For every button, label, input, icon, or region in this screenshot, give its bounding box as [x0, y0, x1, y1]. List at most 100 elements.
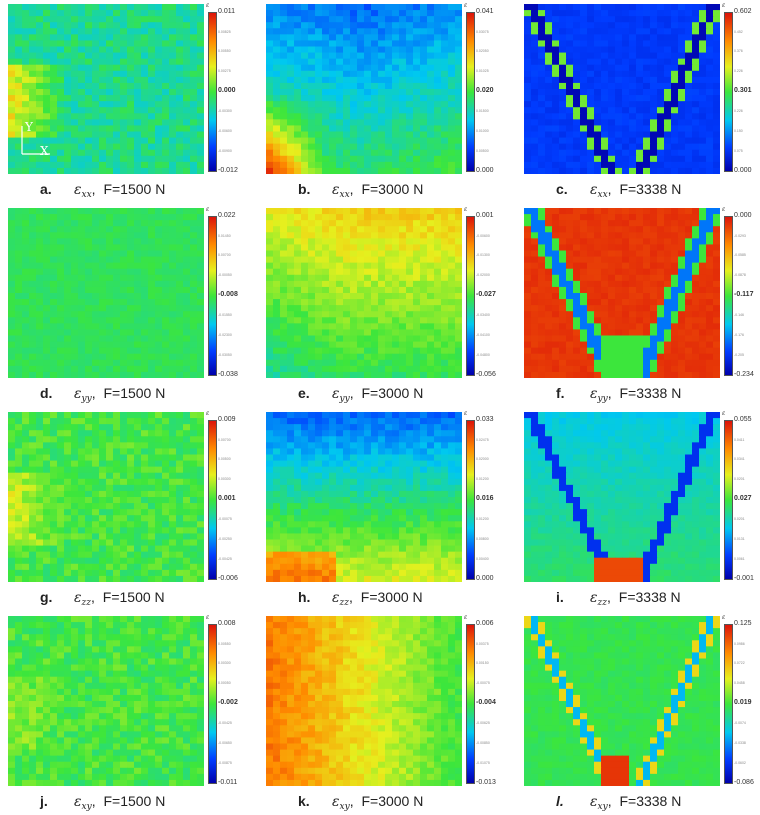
colorbar-minor-tick: -0.0074: [734, 721, 746, 725]
strain-map-image: [266, 412, 462, 582]
colorbar-symbol: ε: [464, 2, 468, 9]
strain-panel-f: ε 0.000 -0.117 -0.234 -0.0293 -0.0585 -0.0878 -…: [516, 204, 756, 404]
colorbar-tick: -0.234: [734, 371, 754, 378]
colorbar-minor-tick: 0.01200: [476, 477, 489, 481]
colorbar-minor-tick: 0.00700: [218, 438, 231, 442]
colorbar-minor-tick: 0.452: [734, 30, 743, 34]
colorbar: [466, 12, 475, 172]
colorbar-minor-tick: 0.01025: [476, 69, 489, 73]
colorbar-minor-tick: -0.00600: [218, 129, 232, 133]
caption-strain: εyy: [74, 386, 92, 404]
colorbar-tick: 0.027: [734, 495, 752, 502]
caption-load: F=1500 N: [103, 181, 166, 197]
colorbar: [208, 216, 217, 376]
caption-letter: b.: [298, 181, 311, 197]
strain-map-image: [8, 208, 204, 378]
colorbar-symbol: ε: [464, 206, 468, 213]
colorbar-tick: 0.000: [734, 167, 752, 174]
colorbar-symbol: ε: [206, 614, 210, 621]
colorbar-minor-tick: -0.146: [734, 313, 744, 317]
colorbar-tick: -0.008: [218, 291, 238, 298]
strain-map-image: [524, 208, 720, 378]
colorbar-tick: -0.056: [476, 371, 496, 378]
strain-map-image: [524, 4, 720, 174]
colorbar-minor-tick: 0.01000: [476, 129, 489, 133]
colorbar-minor-tick: -0.0585: [734, 253, 746, 257]
colorbar-symbol: ε: [464, 410, 468, 417]
strain-panel-d: ε 0.022 -0.008 -0.038 0.01450 0.00700 -0.00050…: [0, 204, 240, 404]
colorbar-symbol: ε: [722, 410, 726, 417]
colorbar-minor-tick: -0.03400: [476, 313, 490, 317]
colorbar-minor-tick: -0.0293: [734, 234, 746, 238]
panel-caption: c. εxx, F=3338 N: [556, 181, 682, 200]
colorbar-minor-tick: 0.00375: [476, 642, 489, 646]
axis-label-x: X: [40, 144, 49, 158]
colorbar-tick: -0.012: [218, 167, 238, 174]
colorbar-tick: 0.055: [734, 416, 752, 423]
colorbar-minor-tick: 0.00300: [218, 661, 231, 665]
colorbar-tick: -0.027: [476, 291, 496, 298]
axis-label-y: Y: [25, 120, 33, 134]
colorbar: [724, 420, 733, 580]
colorbar-symbol: ε: [464, 614, 468, 621]
caption-load: F=3338 N: [618, 589, 681, 605]
colorbar: [466, 216, 475, 376]
caption-letter: k.: [298, 793, 310, 809]
colorbar-tick: 0.011: [218, 8, 235, 15]
colorbar-minor-tick: -0.04800: [476, 353, 490, 357]
panel-caption: h. εzz, F=3000 N: [298, 589, 423, 608]
strain-panel-g: ε 0.009 0.001 -0.006 0.00700 0.00500 0.00300 -0…: [0, 408, 240, 608]
colorbar-minor-tick: 0.00400: [476, 557, 489, 561]
colorbar-symbol: ε: [722, 614, 726, 621]
strain-map-image: [524, 616, 720, 786]
colorbar-minor-tick: 0.0201: [734, 477, 745, 481]
colorbar-tick: 0.602: [734, 8, 752, 15]
colorbar-minor-tick: 0.226: [734, 109, 743, 113]
strain-map-image: [8, 4, 204, 174]
colorbar-tick: 0.008: [218, 620, 236, 627]
colorbar-minor-tick: 0.01450: [218, 234, 231, 238]
panel-caption: g. εzz, F=1500 N: [40, 589, 165, 608]
caption-load: F=3338 N: [619, 793, 682, 809]
caption-load: F=3000 N: [360, 589, 423, 605]
caption-letter: d.: [40, 385, 53, 401]
strain-map-image: [266, 208, 462, 378]
colorbar-tick: 0.041: [476, 8, 494, 15]
colorbar-minor-tick: 0.02050: [476, 49, 489, 53]
colorbar-minor-tick: -0.04100: [476, 333, 490, 337]
caption-letter: f.: [556, 385, 565, 401]
colorbar-tick: 0.000: [476, 575, 494, 582]
colorbar-minor-tick: -0.00250: [218, 537, 232, 541]
caption-load: F=3000 N: [361, 793, 424, 809]
colorbar-symbol: ε: [206, 2, 210, 9]
colorbar-symbol: ε: [722, 2, 726, 9]
caption-strain: εzz: [590, 590, 607, 608]
colorbar-tick: 0.009: [218, 416, 236, 423]
colorbar-minor-tick: 0.075: [734, 149, 743, 153]
colorbar-minor-tick: -0.0338: [734, 741, 746, 745]
colorbar-minor-tick: -0.02300: [218, 333, 232, 337]
caption-letter: c.: [556, 181, 568, 197]
colorbar-minor-tick: 0.00550: [218, 642, 231, 646]
colorbar-minor-tick: 0.00800: [476, 537, 489, 541]
colorbar-tick: -0.086: [734, 779, 754, 786]
colorbar-minor-tick: 0.0458: [734, 681, 745, 685]
caption-strain: εxx: [332, 182, 350, 200]
colorbar-minor-tick: -0.176: [734, 333, 744, 337]
colorbar-tick: -0.001: [734, 575, 754, 582]
panel-caption: i. εzz, F=3338 N: [556, 589, 681, 608]
colorbar-minor-tick: -0.00900: [218, 149, 232, 153]
colorbar-minor-tick: -0.0602: [734, 761, 746, 765]
colorbar-minor-tick: 0.0986: [734, 642, 745, 646]
strain-panel-j: ε 0.008 -0.002 -0.011 0.00550 0.00300 0.00050 -…: [0, 612, 240, 812]
strain-map-image: [524, 412, 720, 582]
colorbar-tick: 0.000: [734, 212, 752, 219]
colorbar-minor-tick: -0.00050: [218, 273, 232, 277]
colorbar: [208, 12, 217, 172]
colorbar-tick: -0.011: [218, 779, 238, 786]
colorbar-minor-tick: 0.0061: [734, 557, 745, 561]
panel-caption: j. εxy, F=1500 N: [40, 793, 166, 812]
strain-panel-k: ε 0.006 -0.004 -0.013 0.00375 0.00150 -0.00075…: [258, 612, 498, 812]
colorbar-minor-tick: -0.00300: [218, 109, 232, 113]
